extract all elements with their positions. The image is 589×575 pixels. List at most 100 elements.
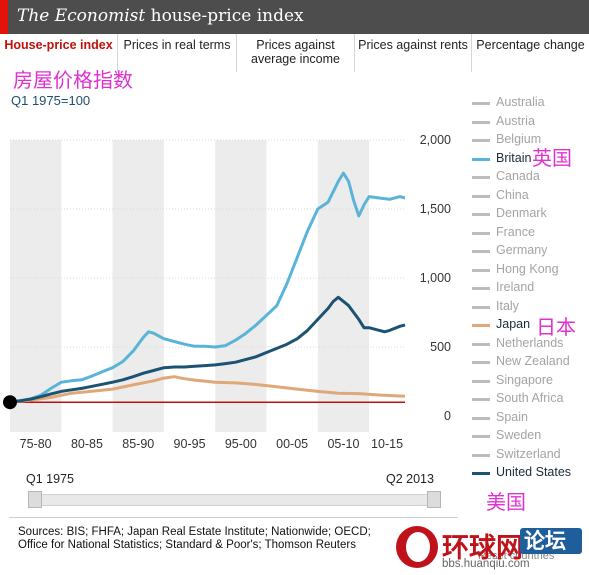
legend-label: Italy [496,298,519,313]
legend-swatch [472,250,490,253]
slider-start-label: Q1 1975 [26,472,74,486]
legend-label: China [496,187,529,202]
slider-end-handle[interactable] [427,491,441,508]
legend-label: Singapore [496,372,553,387]
x-tick-label: 10-15 [371,437,403,451]
legend-swatch [472,139,490,142]
y-tick-label: 0 [444,409,451,423]
legend-swatch [472,231,490,235]
series-lines [9,171,406,404]
watermark-name: 环球网 [442,533,523,564]
x-tick-label: 00-05 [276,437,308,451]
date-range-slider: Q1 1975 Q2 2013 [10,466,458,516]
legend-item-italy[interactable]: Italy [470,299,588,315]
cn-japan-annotation: 日本 [536,315,576,339]
cn-chart-title-annotation: 房屋价格指数 [13,68,133,92]
sources-note: Sources: BIS; FHFA; Japan Real Estate In… [18,526,418,552]
legend-swatch [472,361,490,364]
series-line-britain [9,171,406,404]
legend-item-france[interactable]: France [470,225,588,241]
legend-label: Australia [496,95,545,109]
tab-house-price-index[interactable]: House-price index [0,34,118,72]
legend-item-switzerland[interactable]: Switzerland [470,447,588,463]
legend-swatch [472,324,490,327]
category-bands [10,140,370,432]
slider-end-label: Q2 2013 [386,472,434,486]
legend-swatch [472,287,490,290]
legend-label: Switzerland [496,446,561,461]
legend-swatch [472,342,490,346]
legend-item-denmark[interactable]: Denmark [470,206,588,222]
huanqiu-watermark-logo: 环球网 论坛 bbs.huanqiu.com [396,518,586,572]
legend-label: Sweden [496,428,542,442]
legend-item-south-africa[interactable]: South Africa [470,391,588,407]
legend-label: Germany [496,243,548,257]
legend-item-belgium[interactable]: Belgium [470,132,588,148]
legend-item-australia[interactable]: Australia [470,95,588,111]
legend-swatch [472,268,490,272]
legend-item-germany[interactable]: Germany [470,243,588,259]
legend-label: Netherlands [496,335,564,350]
tab-prices-real-terms[interactable]: Prices in real terms [118,34,237,72]
legend-item-netherlands[interactable]: Netherlands [470,336,588,352]
legend-swatch [472,453,490,457]
legend-swatch [472,194,490,198]
legend-swatch [472,416,490,420]
legend-label: Ireland [496,280,535,294]
category-band [215,140,267,432]
category-band [10,140,62,432]
legend-item-austria[interactable]: Austria [470,114,588,130]
slider-start-handle[interactable] [28,491,42,508]
cn-us-annotation: 美国 [486,490,526,514]
legend-item-ireland[interactable]: Ireland [470,280,588,296]
legend-label: Denmark [496,206,547,220]
legend-swatch [472,120,490,124]
title-rest: house-price index [150,6,304,26]
x-tick-label: 75-80 [20,437,52,451]
x-tick-label: 80-85 [71,437,103,451]
tab-bar: House-price index Prices in real terms P… [0,34,589,72]
globe-icon [396,526,438,568]
tab-prices-against-income[interactable]: Prices against average income [237,34,355,72]
legend-item-canada[interactable]: Canada [470,169,588,185]
legend-item-britain[interactable]: Britain [470,151,588,167]
x-tick-labels: 75-80 80-85 85-90 90-95 95-00 00-05 05-10 10-15 [20,437,403,451]
legend-label: Austria [496,113,535,128]
legend-item-hong-kong[interactable]: Hong Kong [470,262,588,278]
legend-item-sweden[interactable]: Sweden [470,428,588,444]
legend-swatch [472,102,490,105]
chart-plot: 0 500 1,000 1,500 2,000 75-80 80-85 85-90 90-95… [3,133,451,451]
legend-item-china[interactable]: China [470,188,588,204]
title-brand: The Economist [17,6,146,26]
y-tick-labels: 0 500 1,000 1,500 2,000 [420,133,451,423]
legend-swatch [472,305,490,309]
brand-accent-bar [0,0,8,34]
series-line-japan [9,375,406,404]
legend-label: Japan [496,317,531,331]
footer-divider [9,517,458,518]
legend-item-new-zealand[interactable]: New Zealand [470,354,588,370]
x-tick-label: 85-90 [122,437,154,451]
series-origin-dot [3,395,17,410]
series-line-united-states [9,295,406,404]
legend-label: Spain [496,409,528,424]
legend-label: New Zealand [496,354,570,368]
x-tick-label: 05-10 [327,437,359,451]
legend-item-singapore[interactable]: Singapore [470,373,588,389]
legend-swatch [472,398,490,401]
watermark-forum-label: 论坛 [524,529,566,553]
y-tick-label: 1,500 [420,202,451,216]
y-tick-label: 2,000 [420,133,451,147]
tab-percentage-change[interactable]: Percentage change [476,38,585,52]
y-tick-label: 1,000 [420,271,451,285]
legend-item-spain[interactable]: Spain [470,410,588,426]
legend-item-japan[interactable]: Japan [470,317,588,333]
legend-label: Belgium [496,132,542,146]
legend-label: France [496,224,535,239]
legend-item-united-states[interactable]: United States [470,465,588,481]
chart-title: The Economist house-price index [17,6,304,26]
slider-track[interactable] [28,494,441,506]
tab-prices-against-rents[interactable]: Prices against rents [355,34,472,72]
legend-swatch [472,435,490,438]
sources-line-1: Sources: BIS; FHFA; Japan Real Estate In… [18,526,371,538]
